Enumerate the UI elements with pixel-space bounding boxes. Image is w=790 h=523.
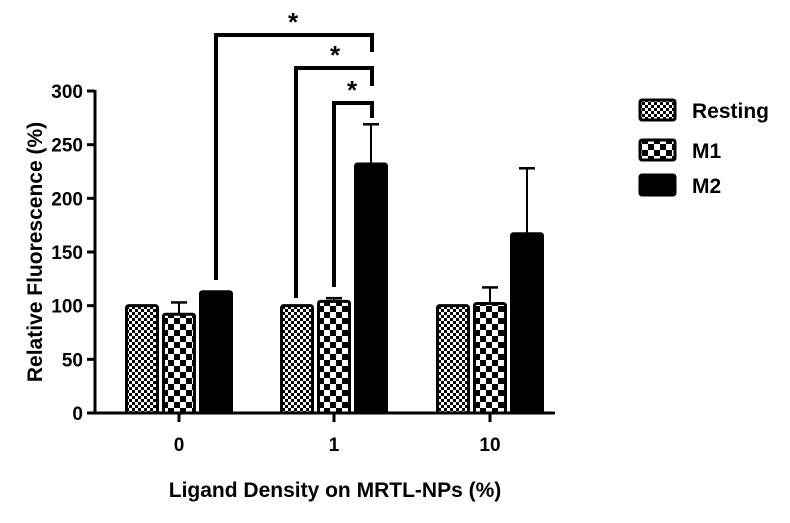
significance-bracket: [214, 33, 374, 280]
x-tick-label: 0: [174, 435, 185, 456]
significance-bracket: [332, 101, 374, 287]
legend-label: M1: [692, 140, 721, 163]
bar-m2-10: [510, 232, 544, 415]
x-tick-label: 1: [329, 435, 340, 456]
bar-resting-1: [280, 304, 314, 415]
significance-star: *: [347, 75, 358, 105]
y-tick-label: 50: [62, 350, 83, 371]
bar-m1-0: [162, 312, 196, 415]
significance-star: *: [330, 40, 341, 70]
legend-label: M2: [692, 175, 721, 198]
bar-resting-0: [125, 304, 159, 415]
bar-resting-10: [436, 304, 470, 415]
legend-swatch-m1: [638, 138, 677, 162]
x-tick-label: 10: [479, 435, 500, 456]
y-tick-label: 300: [51, 82, 83, 103]
axes: 0 50 100 150 200 250 300 0 1 10: [51, 82, 555, 456]
legend-swatch-resting: [638, 98, 677, 122]
bar-m1-10: [473, 302, 507, 415]
x-axis-label: Ligand Density on MRTL-NPs (%): [169, 479, 502, 502]
y-tick-label: 200: [51, 189, 83, 210]
y-tick-label: 250: [51, 136, 83, 157]
significance-bracket: [294, 66, 374, 298]
y-axis-label: Relative Fluorescence (%): [24, 122, 47, 382]
y-tick-label: 150: [51, 243, 83, 264]
bar-m2-1: [354, 162, 388, 415]
bars: [125, 123, 544, 415]
y-tick-label: 0: [72, 404, 83, 425]
legend-swatch-m2: [638, 173, 677, 197]
significance-brackets: ***: [214, 7, 374, 298]
bar-m1-1: [317, 299, 351, 415]
bar-m2-0: [199, 290, 233, 415]
significance-star: *: [288, 7, 299, 37]
y-tick-label: 100: [51, 297, 83, 318]
legend-label: Resting: [692, 100, 769, 123]
legend: Resting M1 M2: [638, 98, 769, 198]
